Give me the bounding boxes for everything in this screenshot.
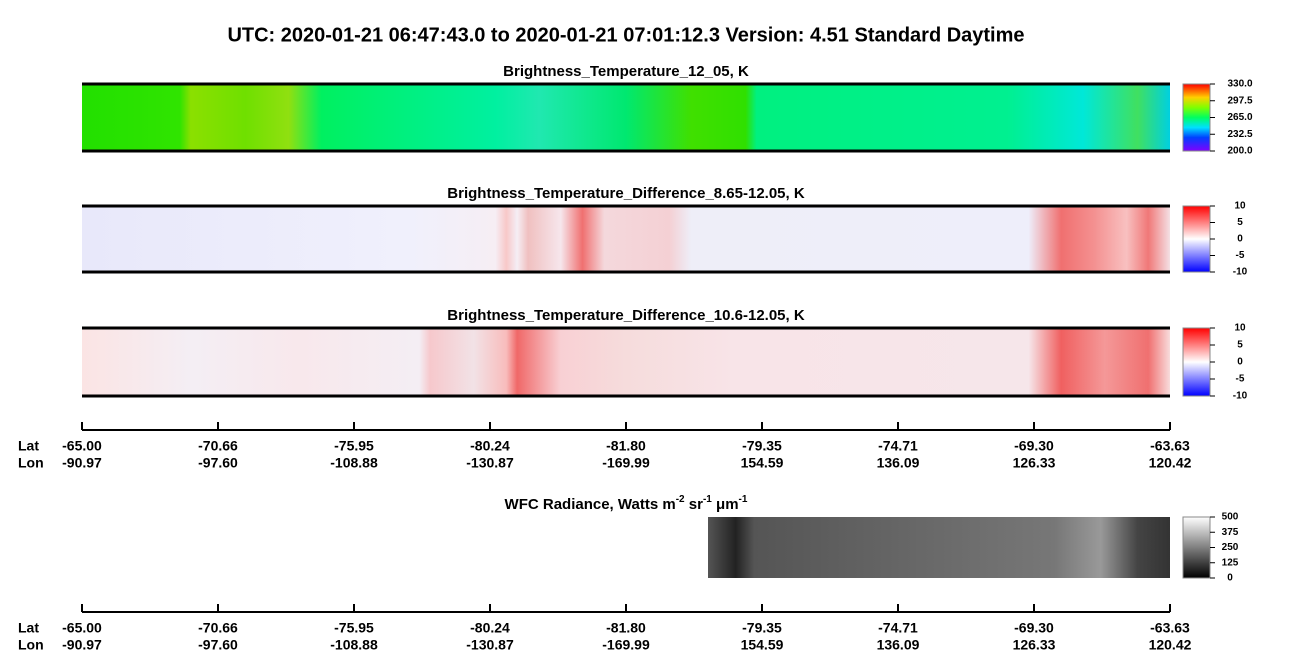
heatmap: [82, 84, 1170, 151]
wfc-title-part: μm: [712, 496, 739, 513]
lat-tick: -63.63: [1150, 438, 1190, 454]
colorbar-label: 10: [1234, 201, 1246, 212]
lat-tick: -74.71: [878, 620, 918, 636]
lat-tick: -63.63: [1150, 620, 1190, 636]
wfc-title: WFC Radiance, Watts m-2 sr-1 μm-1: [505, 494, 748, 513]
lon-tick: -97.60: [198, 455, 238, 471]
colorbar-label: 0: [1237, 234, 1243, 245]
frame: [82, 82, 1170, 398]
lat-tick: -75.95: [334, 438, 374, 454]
wfc-title-sup: -2: [676, 494, 685, 505]
heatmap: [82, 206, 1170, 272]
lat-tick: -70.66: [198, 438, 238, 454]
axis-label: Lat: [18, 620, 39, 636]
lon-tick: 154.59: [741, 637, 784, 653]
colorbar: [1182, 327, 1211, 397]
lon-tick: -97.60: [198, 637, 238, 653]
colorbar-label: 125: [1222, 557, 1239, 568]
panel-title: Brightness_Temperature_Difference_10.6-1…: [447, 307, 805, 324]
lon-tick: -169.99: [602, 637, 650, 653]
lon-tick: 136.09: [877, 455, 920, 471]
colorbar: [1182, 205, 1211, 273]
colorbar-label: 0: [1227, 573, 1233, 584]
axis-label: Lon: [18, 455, 44, 471]
lat-tick: -81.80: [606, 620, 646, 636]
lon-tick: 120.42: [1149, 637, 1192, 653]
colorbar-label: -10: [1233, 267, 1248, 278]
panel-title: Brightness_Temperature_Difference_8.65-1…: [447, 185, 805, 202]
lon-tick: -130.87: [466, 637, 514, 653]
colorbar-label: 297.5: [1227, 95, 1252, 106]
lat-tick: -69.30: [1014, 438, 1054, 454]
title: UTC: 2020-01-21 06:47:43.0 to 2020-01-21…: [227, 24, 1024, 46]
axis-label: Lon: [18, 637, 44, 653]
panel-title: Brightness_Temperature_12_05, K: [503, 63, 749, 80]
lon-tick: -169.99: [602, 455, 650, 471]
wfc-title-part: WFC Radiance, Watts m: [505, 496, 676, 513]
colorbar-label: -5: [1236, 250, 1245, 261]
colorbar-label: 250: [1222, 542, 1239, 553]
lon-tick: 154.59: [741, 455, 784, 471]
colorbar-label: 200.0: [1227, 146, 1252, 157]
lat-tick: -81.80: [606, 438, 646, 454]
lon-tick: -130.87: [466, 455, 514, 471]
wfc-image: [708, 517, 1170, 578]
lat-tick: -80.24: [470, 620, 510, 636]
lon-tick: 120.42: [1149, 455, 1192, 471]
lat-tick: -65.00: [62, 438, 102, 454]
wfc-title-sup: -1: [703, 494, 712, 505]
colorbar-label: -10: [1233, 391, 1248, 402]
colorbar: [1182, 83, 1211, 152]
colorbar-label: -5: [1236, 374, 1245, 385]
lon-tick: 136.09: [877, 637, 920, 653]
lat-tick: -70.66: [198, 620, 238, 636]
lon-tick: -90.97: [62, 637, 102, 653]
colorbar-label: 5: [1237, 340, 1243, 351]
heatmap: [82, 328, 1170, 396]
lat-tick: -69.30: [1014, 620, 1054, 636]
colorbar-label: 0: [1237, 357, 1243, 368]
lat-tick: -75.95: [334, 620, 374, 636]
colorbar-label: 10: [1234, 323, 1246, 334]
wfc-title-part: sr: [685, 496, 704, 513]
lon-tick: -90.97: [62, 455, 102, 471]
colorbar-label: 330.0: [1227, 79, 1252, 90]
lon-tick: 126.33: [1013, 455, 1056, 471]
lat-tick: -80.24: [470, 438, 510, 454]
colorbar-label: 500: [1222, 512, 1239, 523]
wfc-title-sup: -1: [739, 494, 748, 505]
colorbar-label: 375: [1222, 527, 1239, 538]
lat-tick: -74.71: [878, 438, 918, 454]
lat-tick: -79.35: [742, 620, 782, 636]
lat-tick: -79.35: [742, 438, 782, 454]
lat-tick: -65.00: [62, 620, 102, 636]
colorbar-label: 5: [1237, 217, 1243, 228]
lon-tick: 126.33: [1013, 637, 1056, 653]
colorbar-label: 265.0: [1227, 112, 1252, 123]
lon-tick: -108.88: [330, 455, 378, 471]
lon-tick: -108.88: [330, 637, 378, 653]
axis-label: Lat: [18, 438, 39, 454]
colorbar-label: 232.5: [1227, 129, 1252, 140]
colorbar: [1182, 516, 1211, 579]
